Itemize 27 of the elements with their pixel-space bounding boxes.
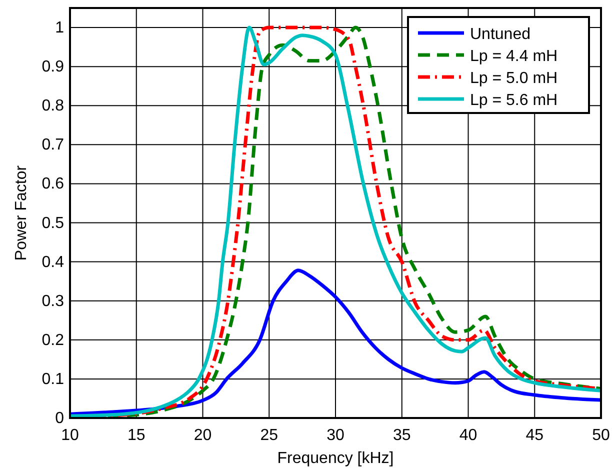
y-tick-label: 0.8 xyxy=(42,98,64,115)
legend-label: Lp = 4.4 mH xyxy=(470,48,558,65)
x-tick-label: 15 xyxy=(127,427,146,444)
x-tick-label: 25 xyxy=(260,427,278,444)
legend-label: Lp = 5.0 mH xyxy=(470,70,558,87)
line-series xyxy=(70,268,601,416)
y-tick-label: 0.4 xyxy=(42,254,64,271)
y-tick-label: 0.1 xyxy=(42,370,64,388)
y-tick-label: 0.7 xyxy=(42,136,64,154)
legend-label: Untuned xyxy=(470,26,530,43)
y-axis-title: Power Factor xyxy=(13,164,30,261)
legend-label: Lp = 5.6 mH xyxy=(470,92,558,109)
y-tick-label: 0.3 xyxy=(42,292,64,310)
x-tick-label: 20 xyxy=(194,427,212,444)
x-tick-label: 45 xyxy=(526,427,544,444)
y-tick-label: 0.2 xyxy=(42,332,64,349)
x-tick-label: 30 xyxy=(326,427,344,444)
y-tick-label: 0.5 xyxy=(42,214,64,232)
y-tick-label: 0.6 xyxy=(42,176,64,193)
x-tick-label: 10 xyxy=(61,427,79,444)
y-tick-label: 0 xyxy=(55,410,64,427)
x-tick-label: 40 xyxy=(459,427,478,444)
x-axis-title: Frequency [kHz] xyxy=(277,450,394,467)
x-tick-label: 35 xyxy=(392,427,411,444)
x-tick-label: 50 xyxy=(592,427,610,444)
y-tick-label: 0.9 xyxy=(42,58,64,76)
y-tick-label: 1 xyxy=(55,20,64,37)
